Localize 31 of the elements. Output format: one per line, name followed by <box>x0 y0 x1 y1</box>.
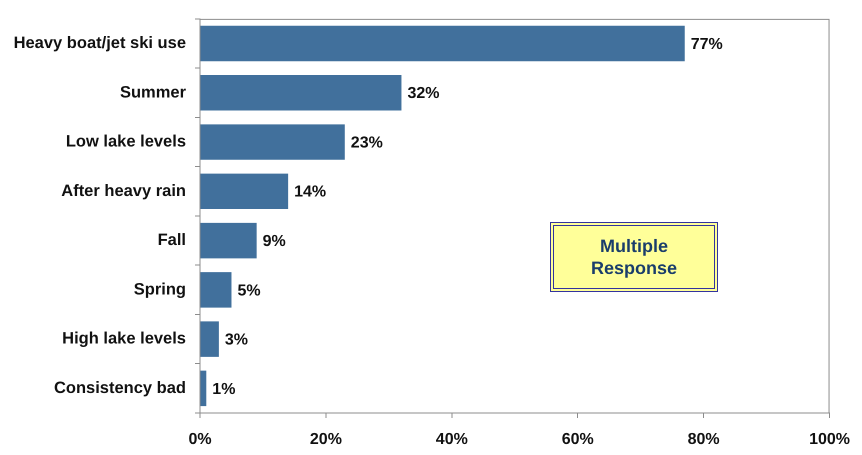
x-tick-label: 80% <box>688 431 720 448</box>
x-tick-label: 60% <box>562 431 594 448</box>
data-label: 23% <box>350 134 383 152</box>
x-tick-label: 20% <box>310 431 342 448</box>
bar <box>200 370 206 406</box>
bar <box>200 222 257 258</box>
data-label: 3% <box>224 332 248 349</box>
data-label: 32% <box>407 85 440 102</box>
x-tick-label: 0% <box>188 431 212 448</box>
y-tick-label: Summer <box>120 83 187 102</box>
data-label: 1% <box>212 380 236 398</box>
bar <box>200 174 288 210</box>
data-label: 9% <box>262 232 286 250</box>
y-tick-label: Low lake levels <box>66 132 186 151</box>
y-tick-label: Spring <box>134 280 186 298</box>
bar <box>200 124 345 160</box>
x-tick-label: 40% <box>436 431 468 448</box>
y-tick-label: High lake levels <box>62 330 186 348</box>
bar <box>200 272 232 308</box>
bar <box>200 75 402 111</box>
y-tick-label: After heavy rain <box>61 182 186 200</box>
bar <box>200 321 219 357</box>
data-label: 14% <box>294 184 326 201</box>
annotation: Multiple Response <box>590 235 678 279</box>
x-tick-label: 100% <box>809 431 850 448</box>
data-label: 77% <box>690 36 723 53</box>
y-tick-label: Heavy boat/jet ski use <box>14 34 186 52</box>
y-tick-label: Consistency bad <box>54 378 186 397</box>
y-tick-label: Fall <box>158 231 186 250</box>
data-label: 5% <box>237 282 261 300</box>
bar <box>200 26 685 62</box>
